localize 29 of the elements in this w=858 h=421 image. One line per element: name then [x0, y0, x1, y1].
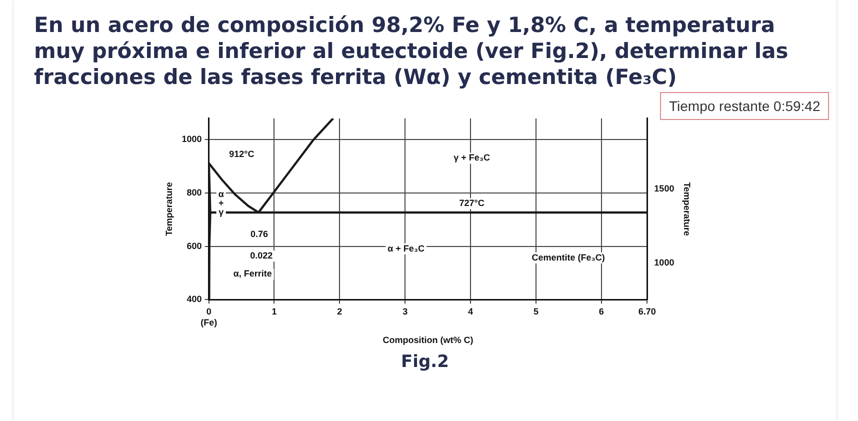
annotation: γ + Fe₃C	[454, 152, 491, 163]
y-axis-title: Temperature	[164, 182, 174, 236]
text: Tiempo restante 0:59:42	[660, 92, 830, 120]
x-tick-label: 1	[272, 306, 277, 316]
annotation: α + Fe₃C	[388, 243, 426, 254]
y-tick-label: 600	[186, 240, 202, 251]
y-tick-label: 800	[186, 187, 202, 198]
x-tick-label: 4	[468, 306, 474, 316]
y-tick-label: 1000	[182, 134, 202, 144]
x-tick-label: 6.70	[638, 306, 656, 316]
y2-tick-label: 1000	[654, 257, 674, 268]
x-tick-label: 0 (Fe)	[200, 306, 218, 328]
x-axis-title: Composition (wt% C)	[382, 335, 474, 346]
y2-axis-title: Temperature	[682, 182, 692, 236]
x-tick-label: 3	[402, 306, 408, 316]
x-tick-label: 5	[533, 306, 538, 316]
caption: Fig.2	[400, 352, 450, 372]
y-tick-label: 400	[186, 294, 202, 304]
annotation: α, Ferrite	[233, 268, 272, 279]
x-tick-label: 6	[598, 306, 604, 316]
annotation: 912°C	[229, 149, 255, 160]
x-tick-label: 2	[337, 306, 342, 316]
annotation: Cementite (Fe₃C)	[532, 252, 605, 262]
y2-tick-label: 1500	[654, 183, 674, 194]
annotation: 0.022	[250, 250, 273, 261]
chart-title: En un acero de composición 98,2% Fe y 1,8% C, a temperatura muy próxima e inferior al eutectoide (ver Fig.2), determinar las fracciones de las fases ferrita (Wα) y cementita (Fe₃C)	[34, 12, 790, 90]
annotation: α + γ	[218, 189, 224, 218]
annotation: 727°C	[459, 198, 485, 208]
annotation: 0.76	[250, 228, 268, 239]
